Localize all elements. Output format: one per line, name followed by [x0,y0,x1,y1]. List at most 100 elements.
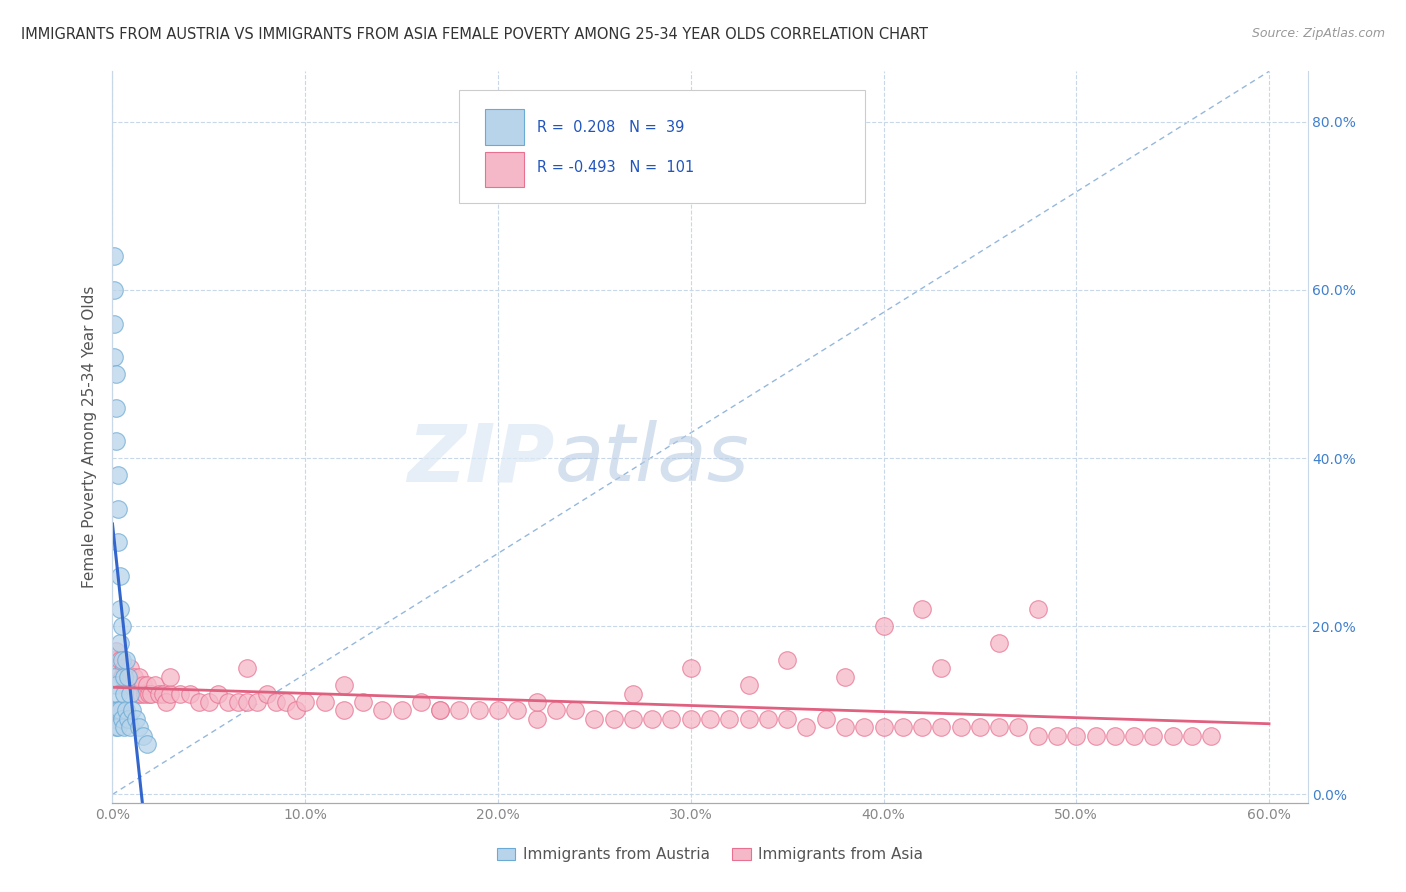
Point [121,678,143,692]
Point [853,720,876,734]
Point [236,661,259,675]
Point [699,712,721,726]
Point [112,670,135,684]
Point [409,695,432,709]
Point [105,678,128,692]
Point [776,712,799,726]
Point [621,712,644,726]
Point [949,720,972,734]
Point [718,712,741,726]
Point [1026,602,1049,616]
Point [226,695,249,709]
Point [117,670,139,684]
Point [602,712,624,726]
Point [118,686,141,700]
Point [105,720,128,734]
Point [121,703,143,717]
Point [679,661,702,675]
Point [737,712,759,726]
Point [217,695,239,709]
Point [1199,729,1222,743]
Point [111,712,134,726]
Point [506,703,529,717]
Point [103,283,125,297]
Point [107,535,129,549]
Point [449,703,471,717]
Point [105,401,128,415]
Point [564,703,586,717]
Point [117,670,139,684]
Point [124,678,146,692]
Point [796,720,818,734]
Point [128,670,150,684]
Point [112,686,135,700]
Point [117,712,139,726]
Point [988,636,1011,650]
Point [544,703,567,717]
Point [115,653,138,667]
Point [105,703,128,717]
Point [105,367,128,381]
Point [583,712,606,726]
Point [246,695,269,709]
Point [467,703,489,717]
Point [834,720,856,734]
Point [138,686,160,700]
Point [108,653,131,667]
Point [111,619,134,633]
Point [103,350,125,364]
Point [105,434,128,449]
Point [911,602,934,616]
Point [108,602,131,616]
Point [333,678,356,692]
Point [256,686,278,700]
Point [107,720,129,734]
Point [1142,729,1164,743]
Point [486,703,509,717]
Point [266,695,288,709]
Point [132,729,155,743]
Point [1181,729,1204,743]
Point [371,703,394,717]
Point [198,695,221,709]
Point [139,686,162,700]
Point [112,720,135,734]
Point [103,712,125,726]
Point [111,653,134,667]
Point [333,703,356,717]
Point [132,678,155,692]
Point [134,686,156,700]
Point [107,661,129,675]
Point [872,619,894,633]
Point [169,686,191,700]
Point [136,678,159,692]
Point [931,661,953,675]
Point [122,670,145,684]
Point [179,686,201,700]
Point [661,712,683,726]
Point [931,720,953,734]
Y-axis label: Female Poverty Among 25-34 Year Olds: Female Poverty Among 25-34 Year Olds [82,286,97,588]
FancyBboxPatch shape [485,152,523,187]
Point [148,686,170,700]
Point [107,501,129,516]
Point [136,737,159,751]
Point [294,695,316,709]
Point [756,712,779,726]
Point [391,703,413,717]
Point [891,720,914,734]
Point [776,653,799,667]
Point [429,703,451,717]
Point [1161,729,1184,743]
Point [143,678,166,692]
Point [115,678,138,692]
Point [621,686,644,700]
Point [127,686,149,700]
Point [111,670,134,684]
Text: Source: ZipAtlas.com: Source: ZipAtlas.com [1251,27,1385,40]
Point [103,653,125,667]
Point [284,703,307,717]
Point [834,670,856,684]
Point [115,703,138,717]
Text: atlas: atlas [554,420,749,498]
